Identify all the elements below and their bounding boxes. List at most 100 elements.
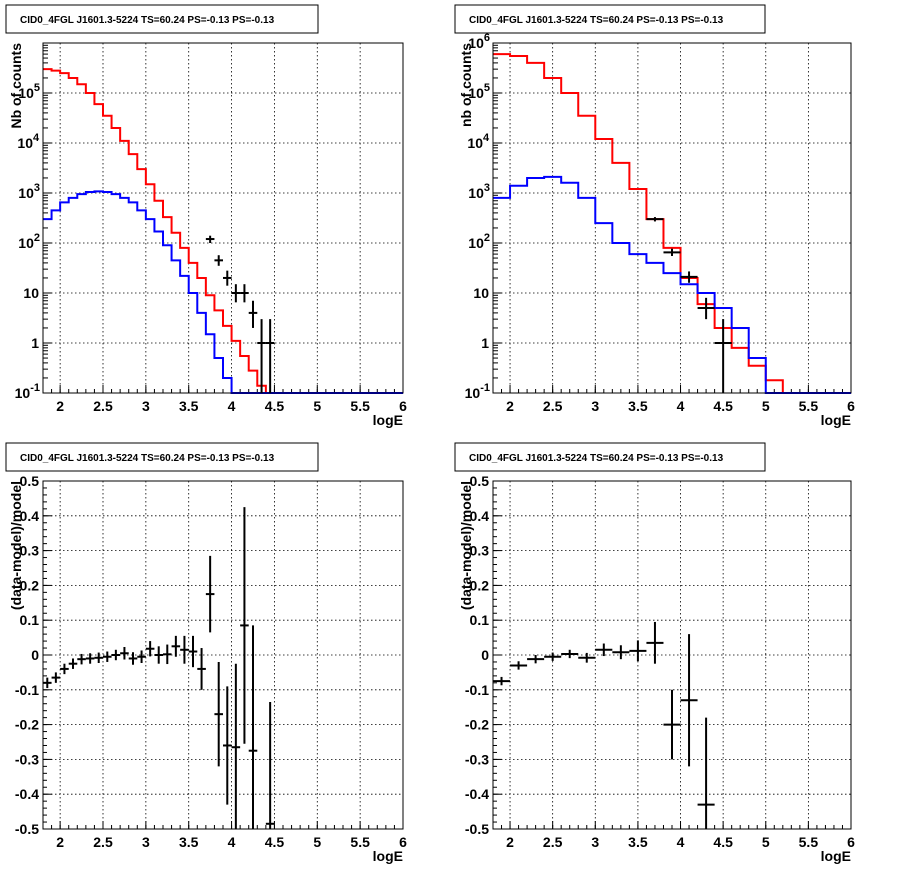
y-tick-base: 10: [17, 135, 33, 151]
series-model_source-line: [43, 190, 403, 394]
y-tick-label: 1: [481, 335, 489, 351]
chart-title-box: [454, 442, 766, 472]
y-tick-label: 0.4: [20, 508, 40, 524]
x-tick-label: 2.5: [543, 834, 563, 850]
x-tick-label: 5.5: [350, 834, 370, 850]
chart-title-box: [5, 442, 319, 472]
x-tick-label: 4: [677, 834, 685, 850]
y-tick-label: 105: [18, 82, 40, 101]
chart-title: CID0_4FGL J1601.3-5224 TS=60.24 PS=-0.13…: [20, 453, 275, 464]
y-tick-label: 0: [31, 647, 39, 663]
x-tick-label: 5.5: [799, 834, 819, 850]
y-tick-exponent: 2: [34, 232, 40, 244]
y-tick-label: 10: [23, 285, 39, 301]
plot-frame: [492, 42, 852, 394]
y-tick-label: 0: [481, 647, 489, 663]
y-tick-label: 0.4: [470, 508, 490, 524]
y-axis-title: (data-model)/model: [458, 481, 474, 610]
y-tick-label: -0.1: [465, 682, 489, 698]
y-tick-label: 102: [468, 232, 490, 251]
series-model_source-line: [493, 175, 851, 394]
x-tick-label: 5.5: [350, 398, 370, 414]
y-tick-exponent: 4: [483, 132, 490, 144]
y-tick-exponent: -1: [30, 382, 40, 394]
y-tick-exponent: 6: [484, 32, 490, 44]
x-tick-label: 2: [56, 398, 64, 414]
y-tick-exponent: 3: [34, 182, 40, 194]
x-tick-label: 2: [506, 398, 514, 414]
x-tick-label: 2: [56, 834, 64, 850]
y-axis-title: (data-model)/model: [8, 481, 24, 610]
x-tick-label: 6: [847, 834, 855, 850]
y-tick-label: -0.1: [15, 682, 39, 698]
y-tick-base: 10: [468, 235, 484, 251]
chart-title-box: [5, 4, 319, 34]
y-tick-label: 1: [31, 335, 39, 351]
y-tick-label: -0.4: [15, 786, 39, 802]
y-tick-base: 10: [465, 385, 481, 401]
chart-panel-p4: CID0_4FGL J1601.3-5224 TS=60.24 PS=-0.13…: [454, 442, 855, 864]
y-tick-label: 104: [467, 132, 490, 151]
y-tick-label: 0.1: [470, 612, 490, 628]
x-tick-label: 3: [591, 398, 599, 414]
y-tick-base: 10: [468, 185, 484, 201]
y-tick-base: 10: [467, 135, 483, 151]
x-tick-label: 4: [228, 398, 236, 414]
x-tick-label: 3.5: [179, 834, 199, 850]
chart-title: CID0_4FGL J1601.3-5224 TS=60.24 PS=-0.13…: [20, 15, 275, 26]
x-axis-title: logE: [373, 412, 403, 428]
y-tick-label: 0.2: [470, 577, 490, 593]
y-tick-label: 104: [17, 132, 40, 151]
y-tick-exponent: 2: [484, 232, 490, 244]
plot-frame: [42, 42, 404, 394]
x-tick-label: 5: [313, 398, 321, 414]
x-tick-label: 4.5: [265, 834, 285, 850]
x-tick-label: 5: [762, 398, 770, 414]
x-tick-label: 4.5: [265, 398, 285, 414]
y-axis-title: Nb of counts: [8, 43, 24, 129]
y-tick-label: -0.2: [465, 717, 489, 733]
chart-panel-p3: CID0_4FGL J1601.3-5224 TS=60.24 PS=-0.13…: [5, 442, 407, 864]
y-tick-base: 10: [18, 85, 34, 101]
series-model_total-line: [43, 68, 403, 394]
y-tick-label: 0.3: [470, 543, 490, 559]
plot-frame: [42, 480, 404, 830]
x-axis-title: logE: [821, 848, 851, 864]
y-tick-base: 10: [18, 235, 34, 251]
y-tick-base: 10: [468, 35, 484, 51]
x-tick-label: 3: [142, 834, 150, 850]
y-tick-label: -0.3: [465, 751, 489, 767]
x-axis-title: logE: [821, 412, 851, 428]
y-axis-title: nb of counts: [458, 43, 474, 127]
x-tick-label: 2.5: [93, 398, 113, 414]
chart-title: CID0_4FGL J1601.3-5224 TS=60.24 PS=-0.13…: [469, 15, 724, 26]
series-model_total-line: [493, 53, 851, 394]
y-tick-label: 10-1: [465, 382, 490, 401]
chart-panel-p1: CID0_4FGL J1601.3-5224 TS=60.24 PS=-0.13…: [5, 4, 407, 428]
x-tick-label: 4.5: [713, 398, 733, 414]
y-tick-label: 103: [18, 182, 40, 201]
y-tick-label: -0.5: [15, 821, 39, 837]
x-tick-label: 6: [399, 398, 407, 414]
y-tick-label: 102: [18, 232, 40, 251]
y-tick-label: -0.3: [15, 751, 39, 767]
x-tick-label: 5: [762, 834, 770, 850]
y-tick-exponent: -1: [480, 382, 490, 394]
y-tick-label: 0.5: [470, 473, 490, 489]
x-tick-label: 6: [847, 398, 855, 414]
y-tick-label: -0.5: [465, 821, 489, 837]
y-tick-exponent: 3: [484, 182, 490, 194]
x-tick-label: 2.5: [543, 398, 563, 414]
y-tick-label: -0.2: [15, 717, 39, 733]
y-tick-exponent: 5: [34, 82, 40, 94]
y-tick-exponent: 5: [484, 82, 490, 94]
x-tick-label: 3: [591, 834, 599, 850]
chart-title: CID0_4FGL J1601.3-5224 TS=60.24 PS=-0.13…: [469, 453, 724, 464]
y-tick-label: 106: [468, 32, 490, 51]
y-tick-label: 0.2: [20, 577, 40, 593]
x-tick-label: 4: [228, 834, 236, 850]
x-tick-label: 5.5: [799, 398, 819, 414]
chart-title-box: [454, 4, 766, 34]
x-tick-label: 2: [506, 834, 514, 850]
